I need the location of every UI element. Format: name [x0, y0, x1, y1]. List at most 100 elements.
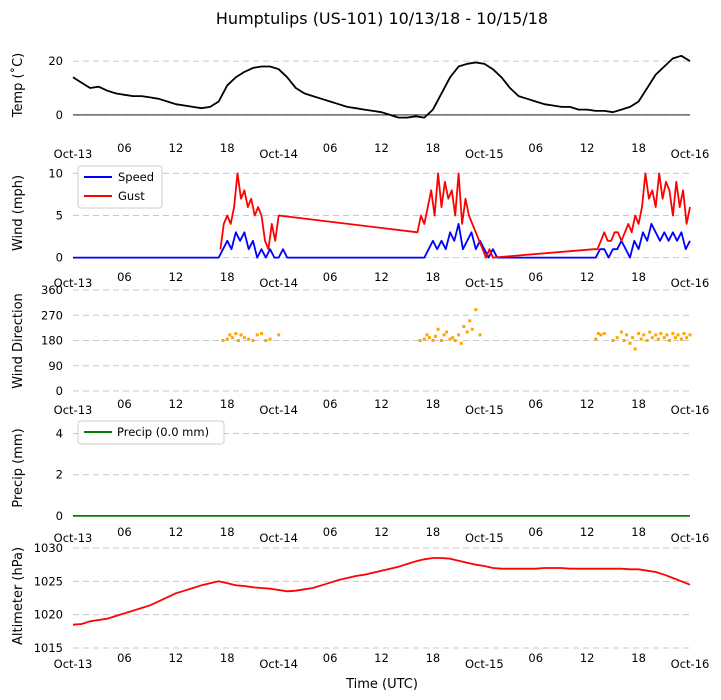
temp-xtick-label: 18 — [220, 141, 235, 155]
precip-legend-label: Precip (0.0 mm) — [117, 425, 209, 439]
precip-xtick-label: 12 — [374, 525, 389, 539]
winddir-point — [679, 337, 683, 341]
winddir-point — [594, 337, 598, 341]
wind-xtick-label: Oct-13 — [54, 276, 93, 290]
altimeter-xtick-label: 18 — [220, 651, 235, 665]
winddir-ytick-label: 270 — [41, 308, 63, 322]
winddir-point — [656, 337, 660, 341]
temp-xtick-label: Oct-16 — [671, 147, 710, 161]
altimeter-ytick-label: 1015 — [34, 641, 63, 655]
wind-panel: Wind (mph) 0 5 10 Oct-13 06 12 18 Oct-14 06 12 18… — [11, 165, 710, 290]
precip-xtick-label: Oct-13 — [54, 531, 93, 545]
winddir-point — [230, 336, 234, 340]
winddir-point — [251, 339, 255, 342]
wind-ytick-label: 10 — [48, 166, 63, 180]
winddir-series — [221, 308, 692, 351]
wind-series-gust-line — [219, 172, 691, 259]
wind-ytick-labels: 0 5 10 — [48, 166, 63, 264]
temp-series-temp-line — [72, 54, 691, 119]
altimeter-ylabel: Altimeter (hPa) — [11, 547, 26, 645]
winddir-point — [453, 339, 457, 342]
winddir-point — [682, 331, 686, 335]
winddir-xtick-label: 18 — [426, 397, 441, 411]
winddir-point — [602, 331, 606, 335]
precip-xtick-label: 06 — [323, 525, 338, 539]
winddir-point — [468, 319, 472, 323]
winddir-point — [260, 331, 264, 335]
winddir-point — [685, 336, 689, 340]
altimeter-xtick-label: 12 — [169, 651, 184, 665]
wind-xtick-label: 12 — [169, 270, 184, 284]
winddir-xtick-label: 12 — [580, 397, 595, 411]
winddir-point — [239, 333, 243, 337]
winddir-point — [676, 333, 680, 337]
wind-ytick-label: 5 — [56, 209, 63, 223]
precip-xtick-label: 06 — [117, 525, 132, 539]
winddir-point — [457, 333, 461, 337]
figure-title: Humptulips (US-101) 10/13/18 - 10/15/18 — [216, 9, 548, 28]
winddir-ylabel: Wind Direction — [11, 293, 26, 389]
winddir-point — [625, 333, 629, 337]
winddir-point — [639, 337, 643, 341]
winddir-point — [451, 336, 455, 340]
precip-ytick-label: 4 — [56, 427, 63, 441]
winddir-point — [645, 339, 649, 342]
precip-panel: Precip (mm) 0 2 4 Oct-13 06 12 18 Oct-14 06 12 18… — [11, 420, 710, 545]
winddir-point — [264, 339, 268, 342]
altimeter-xtick-labels: Oct-13 06 12 18 Oct-14 06 12 18 Oct-15 06 12 18 Oct-… — [54, 651, 710, 671]
winddir-point — [622, 339, 626, 342]
winddir-point — [255, 333, 259, 337]
winddir-point — [628, 341, 632, 345]
winddir-point — [662, 336, 666, 340]
wind-ytick-label: 0 — [56, 251, 63, 265]
temp-xtick-label: 18 — [631, 141, 646, 155]
winddir-point — [459, 341, 463, 345]
wind-xtick-label: Oct-15 — [465, 276, 504, 290]
precip-xtick-label: 06 — [528, 525, 543, 539]
precip-ytick-label: 0 — [56, 509, 63, 523]
precip-ytick-labels: 0 2 4 — [56, 427, 63, 523]
temp-ylabel: Temp (˚C) — [10, 53, 26, 119]
winddir-point — [688, 333, 692, 337]
wind-xtick-label: Oct-14 — [259, 276, 298, 290]
winddir-point — [422, 337, 426, 341]
precip-xtick-label: 18 — [426, 525, 441, 539]
precip-xtick-labels: Oct-13 06 12 18 Oct-14 06 12 18 Oct-15 06 12 18 Oct-… — [54, 525, 710, 545]
winddir-xtick-label: 18 — [220, 397, 235, 411]
temp-ytick-label: 20 — [48, 54, 63, 68]
winddir-xtick-label: 18 — [631, 397, 646, 411]
temp-xtick-label: Oct-13 — [54, 147, 93, 161]
winddir-point — [442, 333, 446, 337]
winddir-point — [648, 330, 652, 334]
winddir-point — [462, 324, 466, 328]
wind-xtick-label: 12 — [374, 270, 389, 284]
winddir-point — [448, 337, 452, 341]
winddir-xtick-label: 12 — [169, 397, 184, 411]
temp-ytick-labels: 0 20 — [48, 54, 63, 122]
winddir-point — [474, 308, 478, 312]
precip-xtick-label: 12 — [580, 525, 595, 539]
wind-series — [73, 172, 691, 259]
altimeter-ytick-labels: 1015 1020 1025 1030 — [34, 541, 63, 655]
winddir-point — [247, 337, 251, 341]
temp-panel: Temp (˚C) 020 Oct-13 06 12 18 Oct-14 06 12 18 Oc… — [10, 53, 709, 161]
altimeter-xtick-label: 06 — [323, 651, 338, 665]
precip-xtick-label: 18 — [220, 525, 235, 539]
altimeter-xtick-label: 06 — [117, 651, 132, 665]
altimeter-ytick-label: 1020 — [34, 608, 63, 622]
wind-xtick-labels: Oct-13 06 12 18 Oct-14 06 12 18 Oct-15 06 12 18 Oct-… — [54, 270, 710, 290]
x-axis-label: Time (UTC) — [345, 677, 418, 692]
winddir-point — [642, 333, 646, 337]
winddir-point — [654, 333, 658, 337]
altimeter-grid — [73, 547, 690, 649]
precip-xtick-label: 18 — [631, 525, 646, 539]
altimeter-xtick-label: Oct-15 — [465, 657, 504, 671]
temp-xtick-label: 18 — [426, 141, 441, 155]
altimeter-xtick-label: 18 — [426, 651, 441, 665]
winddir-point — [436, 327, 440, 331]
precip-xtick-label: 12 — [169, 525, 184, 539]
wind-xtick-label: 18 — [631, 270, 646, 284]
winddir-xtick-label: 06 — [528, 397, 543, 411]
winddir-ytick-labels: 0 90 180 270 360 — [41, 283, 63, 398]
